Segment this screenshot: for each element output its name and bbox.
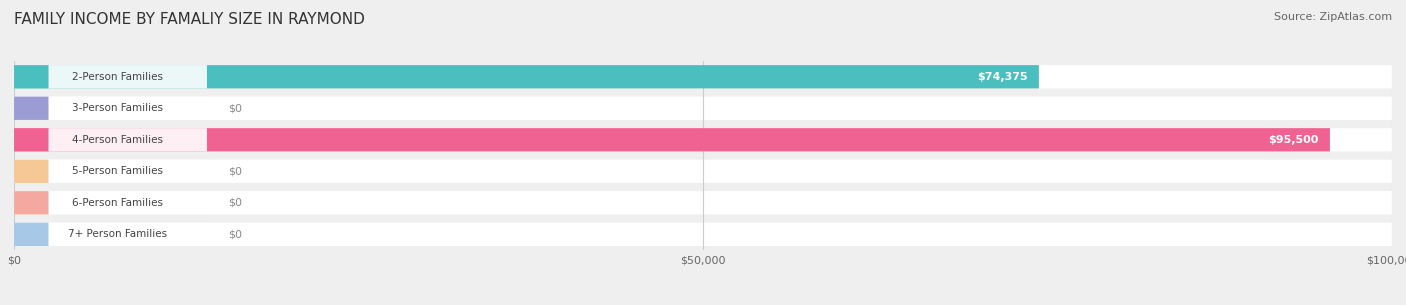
FancyBboxPatch shape [14,191,1392,214]
Text: Source: ZipAtlas.com: Source: ZipAtlas.com [1274,12,1392,22]
FancyBboxPatch shape [14,160,207,183]
FancyBboxPatch shape [14,160,49,183]
FancyBboxPatch shape [14,65,207,88]
Text: 5-Person Families: 5-Person Families [72,166,163,176]
Text: FAMILY INCOME BY FAMALIY SIZE IN RAYMOND: FAMILY INCOME BY FAMALIY SIZE IN RAYMOND [14,12,366,27]
FancyBboxPatch shape [14,191,207,214]
Text: 4-Person Families: 4-Person Families [72,135,163,145]
Text: 3-Person Families: 3-Person Families [72,103,163,113]
FancyBboxPatch shape [14,65,49,88]
Text: $0: $0 [228,229,242,239]
FancyBboxPatch shape [14,97,207,120]
Text: $95,500: $95,500 [1268,135,1319,145]
Text: $74,375: $74,375 [977,72,1028,82]
FancyBboxPatch shape [14,97,49,120]
Text: 6-Person Families: 6-Person Families [72,198,163,208]
Text: 7+ Person Families: 7+ Person Families [67,229,167,239]
FancyBboxPatch shape [14,65,1039,88]
FancyBboxPatch shape [14,223,49,246]
FancyBboxPatch shape [14,160,1392,183]
FancyBboxPatch shape [14,191,49,214]
FancyBboxPatch shape [14,97,1392,120]
FancyBboxPatch shape [14,128,1392,152]
Text: $0: $0 [228,198,242,208]
Text: 2-Person Families: 2-Person Families [72,72,163,82]
FancyBboxPatch shape [14,128,1330,152]
Text: $0: $0 [228,103,242,113]
FancyBboxPatch shape [14,128,49,152]
Text: $0: $0 [228,166,242,176]
FancyBboxPatch shape [14,128,207,152]
FancyBboxPatch shape [14,65,1392,88]
FancyBboxPatch shape [14,223,207,246]
FancyBboxPatch shape [14,223,1392,246]
